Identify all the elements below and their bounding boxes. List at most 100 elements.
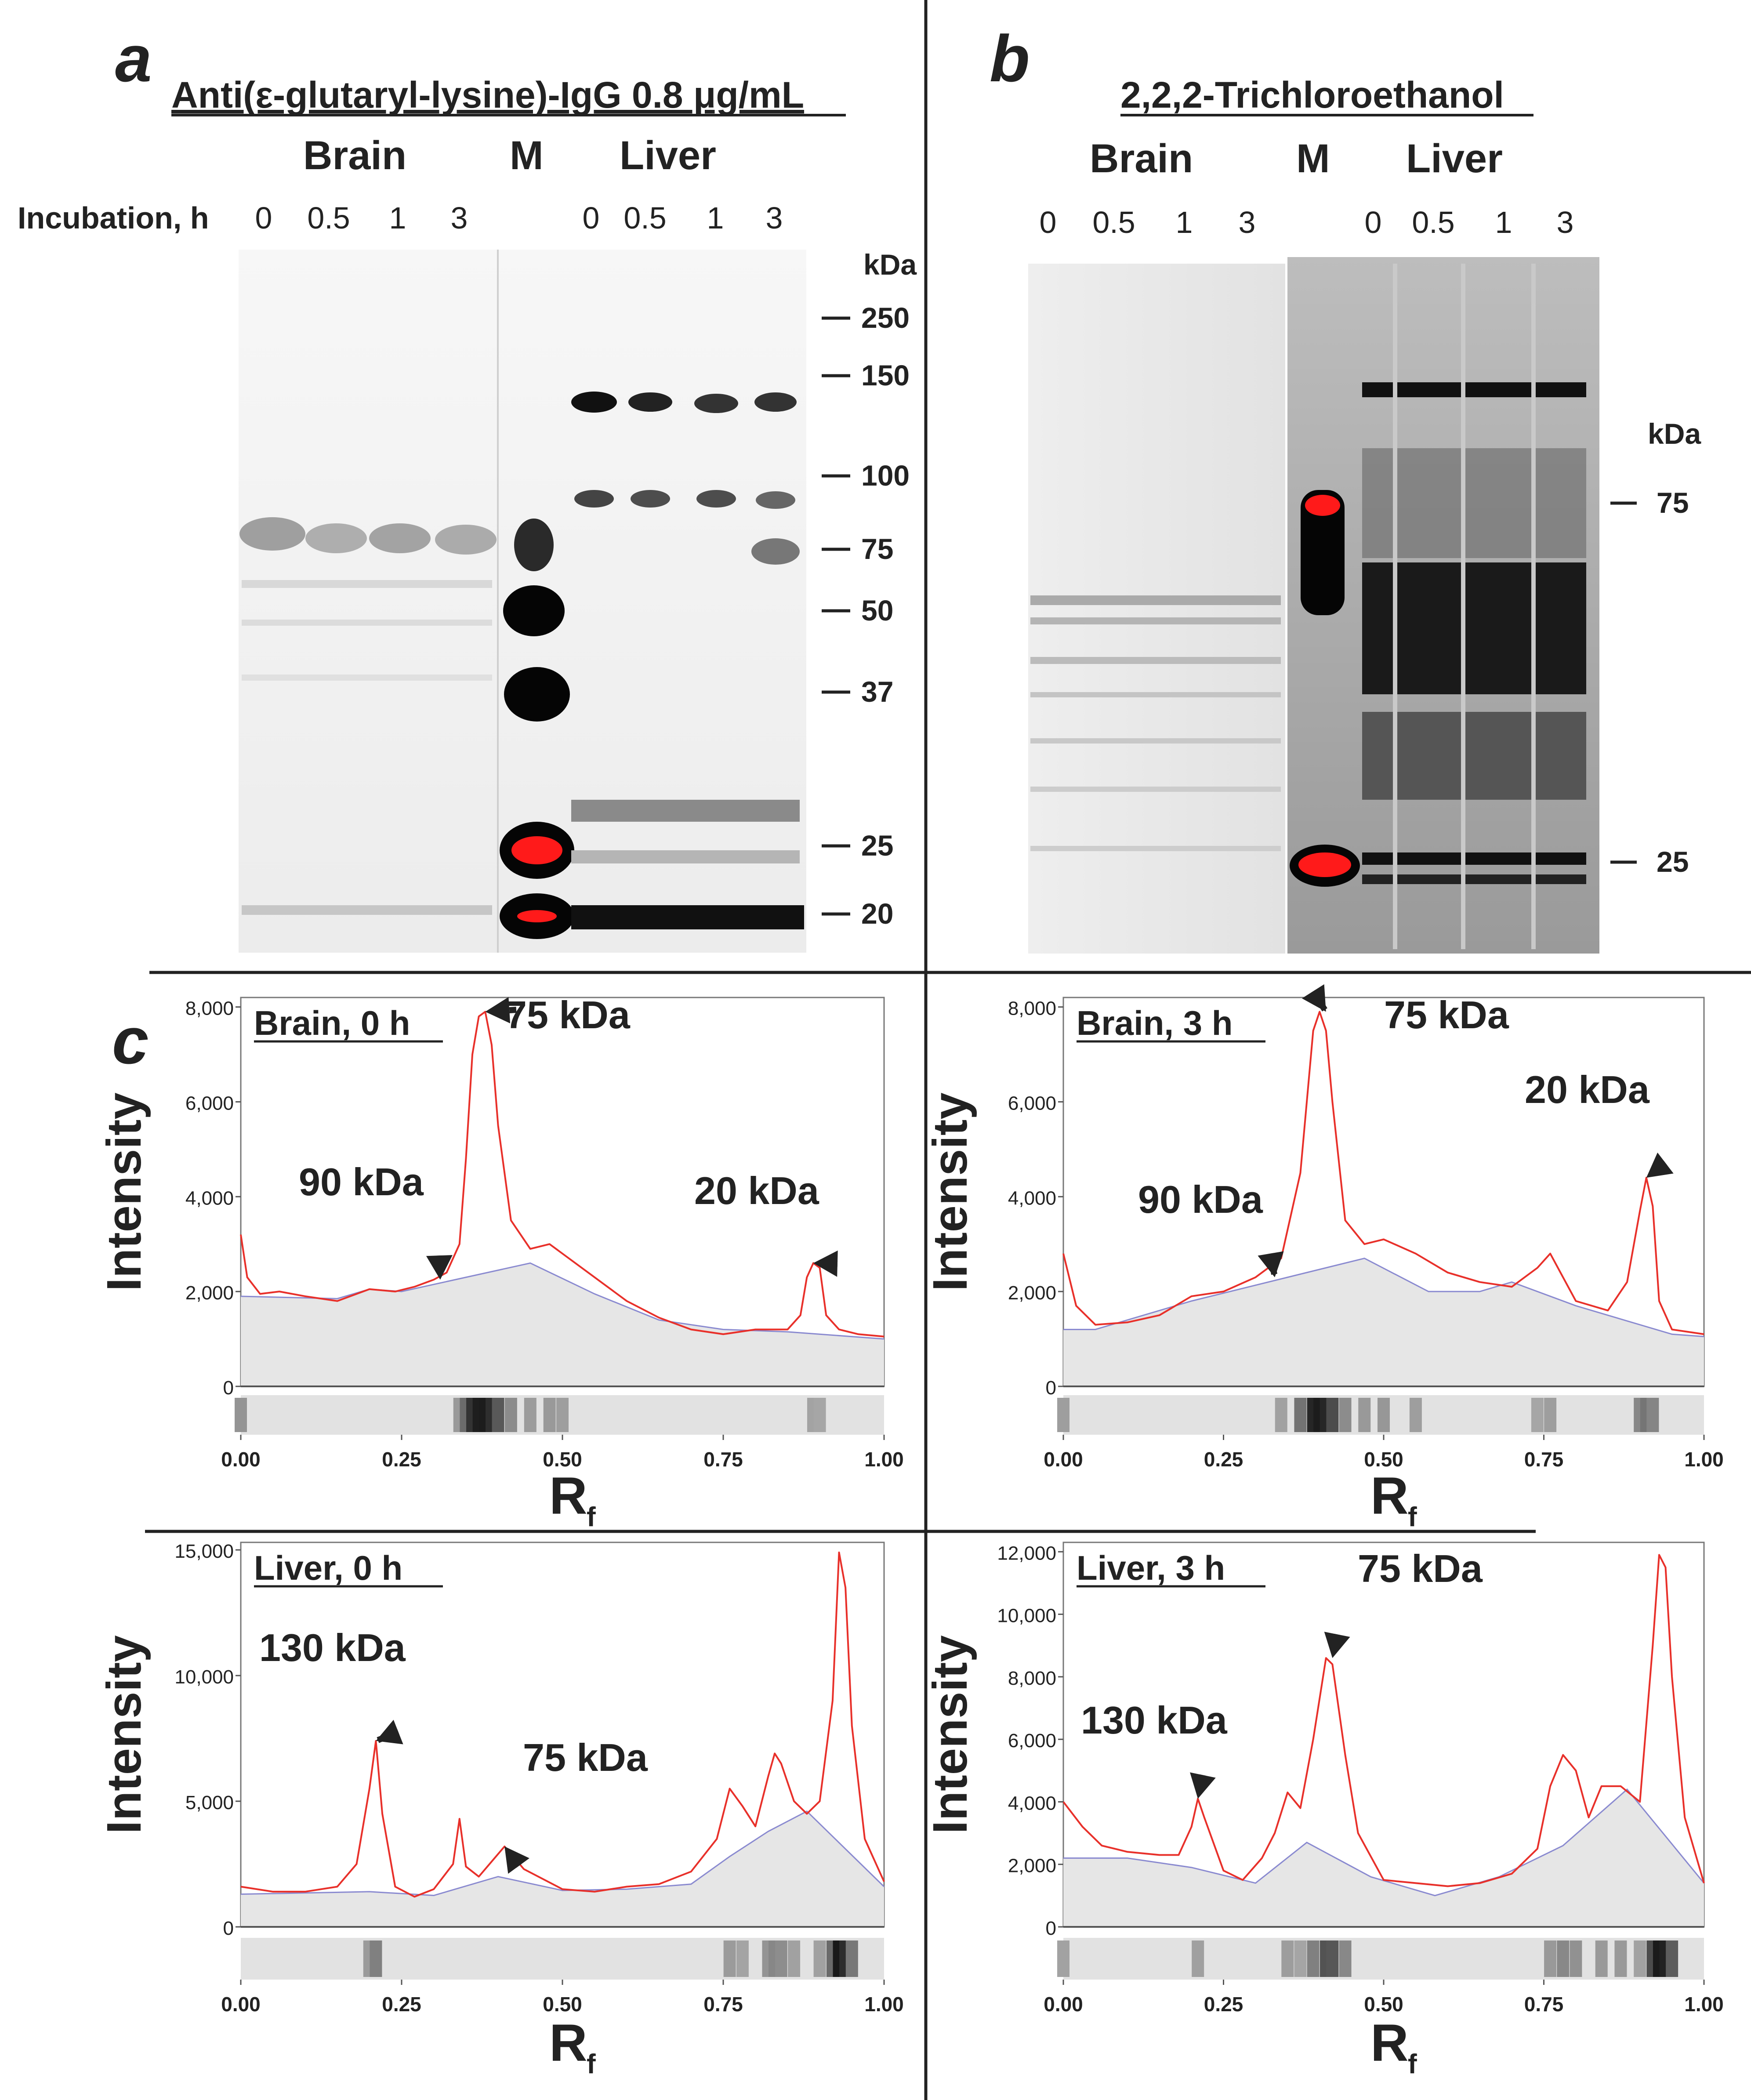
baseline-line — [1063, 1788, 1705, 1897]
lane-band — [235, 1398, 247, 1432]
x-tick-label: 0.00 — [1044, 1993, 1083, 2016]
x-axis-label: R — [1370, 2013, 1409, 2072]
x-tick-label: 0.75 — [1524, 1993, 1564, 2016]
lane-band — [1531, 1398, 1544, 1432]
y-axis-label: Intensity — [923, 1635, 977, 1834]
x-axis-label-subscript: f — [1408, 1502, 1417, 1532]
lane-band — [775, 1940, 787, 1977]
panel-b-liver-times: 0 0.5 1 3 — [1365, 205, 1574, 239]
chart-brain-3h: 0 2,000 4,000 6,000 8,000 0.00 0.25 0.50 0.75 1.0… — [923, 984, 1724, 1532]
baseline-area — [1063, 1258, 1704, 1386]
panel-b-kda-label: kDa — [1648, 417, 1701, 450]
chart-brain-0h: 0 2,000 4,000 6,000 8,000 0.00 0.25 0.50 0.75 1.0… — [97, 993, 904, 1532]
lane-band — [723, 1940, 736, 1977]
lane-band — [1544, 1398, 1557, 1432]
lane-band — [1326, 1398, 1339, 1432]
lane-band — [1666, 1940, 1678, 1977]
chart-title: Brain, 0 h — [254, 1004, 410, 1042]
lane-band — [1378, 1398, 1390, 1432]
y-tick-label: 12,000 — [997, 1542, 1056, 1564]
x-axis-label: R — [1370, 1466, 1409, 1525]
gel-a-image — [239, 250, 806, 953]
peak-annotation-label: 130 kDa — [259, 1626, 406, 1669]
lane-band — [1294, 1398, 1307, 1432]
intensity-profile-line — [240, 1011, 885, 1338]
x-axis-label-subscript: f — [587, 1502, 596, 1532]
x-tick-label: 0.00 — [221, 1993, 261, 2016]
lane-band — [736, 1940, 749, 1977]
peak-arrow-head — [813, 1250, 838, 1277]
time-label: 0.5 — [1412, 205, 1454, 239]
panel-b-title: 2,2,2-Trichloroethanol — [1120, 74, 1504, 116]
marker-label: 37 — [861, 675, 893, 708]
lane-band — [1570, 1940, 1582, 1977]
time-label: 1 — [1176, 205, 1193, 239]
time-label: 0.5 — [624, 201, 666, 235]
time-label: 3 — [766, 201, 783, 235]
chart-title: Liver, 0 h — [254, 1549, 402, 1587]
y-tick-label: 6,000 — [1008, 1092, 1056, 1114]
lane-band — [370, 1940, 382, 1977]
lane-band — [556, 1398, 569, 1432]
incubation-label: Incubation, h — [18, 201, 209, 235]
baseline-area — [241, 1263, 884, 1386]
x-tick-label: 1.00 — [1684, 1448, 1724, 1471]
lane-band — [1544, 1940, 1557, 1977]
lane-strip — [241, 1938, 884, 1980]
lane-band — [845, 1940, 858, 1977]
x-axis-label: R — [549, 2013, 587, 2072]
lane-band — [788, 1940, 801, 1977]
lane-band — [1307, 1940, 1320, 1977]
lane-band — [1646, 1398, 1659, 1432]
peak-annotation-label: 75 kDa — [523, 1736, 648, 1779]
time-label: 1 — [389, 201, 406, 235]
lane-band — [1057, 1398, 1069, 1432]
peak-annotation-label: 75 kDa — [505, 993, 631, 1037]
x-tick-label: 0.50 — [1364, 1993, 1403, 2016]
panel-a-brain-label: Brain — [303, 133, 406, 178]
lane-band — [1557, 1940, 1570, 1977]
marker-label: 25 — [1657, 845, 1689, 878]
panel-a-letter: a — [115, 22, 152, 95]
panel-b-brain-label: Brain — [1090, 136, 1193, 181]
panel-a-kda-label: kDa — [863, 248, 917, 281]
baseline-line — [1063, 1258, 1704, 1338]
peak-arrow-head — [504, 1846, 529, 1874]
lane-band — [1275, 1398, 1287, 1432]
peak-annotation-label: 90 kDa — [1138, 1178, 1263, 1221]
peak-arrow-head — [1301, 984, 1326, 1012]
peak-annotation-label: 130 kDa — [1081, 1698, 1228, 1742]
panel-a-liver-times: 0 0.5 1 3 — [583, 201, 783, 235]
time-label: 0 — [583, 201, 600, 235]
intensity-profile-line — [240, 1551, 885, 1898]
time-label: 0.5 — [307, 201, 350, 235]
panel-a-marker-ticks: 250 150 100 75 50 37 25 20 — [822, 301, 910, 930]
marker-label: 250 — [861, 301, 910, 334]
x-tick-label: 1.00 — [864, 1448, 904, 1471]
lane-band — [1192, 1940, 1204, 1977]
y-tick-label: 15,000 — [174, 1541, 234, 1562]
panel-b-letter: b — [990, 22, 1030, 95]
lane-band — [1281, 1940, 1294, 1977]
peak-arrow-head — [376, 1719, 403, 1745]
chart-title: Liver, 3 h — [1077, 1549, 1225, 1587]
panel-a-marker-label: M — [510, 133, 544, 178]
marker-label: 20 — [861, 897, 893, 930]
x-tick-label: 0.00 — [1044, 1448, 1083, 1471]
lane-strip — [1063, 1938, 1704, 1980]
y-tick-label: 6,000 — [185, 1092, 234, 1114]
panel-c-letter: c — [112, 1004, 149, 1077]
baseline-area — [1063, 1789, 1704, 1927]
time-label: 0 — [1365, 205, 1382, 239]
panel-b-liver-label: Liver — [1406, 136, 1503, 181]
lane-band — [1339, 1398, 1352, 1432]
marker-label: 75 — [861, 533, 893, 565]
y-tick-label: 8,000 — [1008, 1668, 1056, 1689]
panel-a-title: Anti(ε-glutaryl-lysine)-IgG 0.8 μg/mL — [171, 74, 804, 116]
y-tick-label: 4,000 — [1008, 1792, 1056, 1814]
x-axis-label-subscript: f — [587, 2049, 596, 2079]
panel-b-brain-times: 0 0.5 1 3 — [1040, 205, 1256, 239]
peak-annotation-label: 90 kDa — [299, 1160, 424, 1204]
lane-band — [492, 1398, 504, 1432]
lane-band — [1358, 1398, 1371, 1432]
